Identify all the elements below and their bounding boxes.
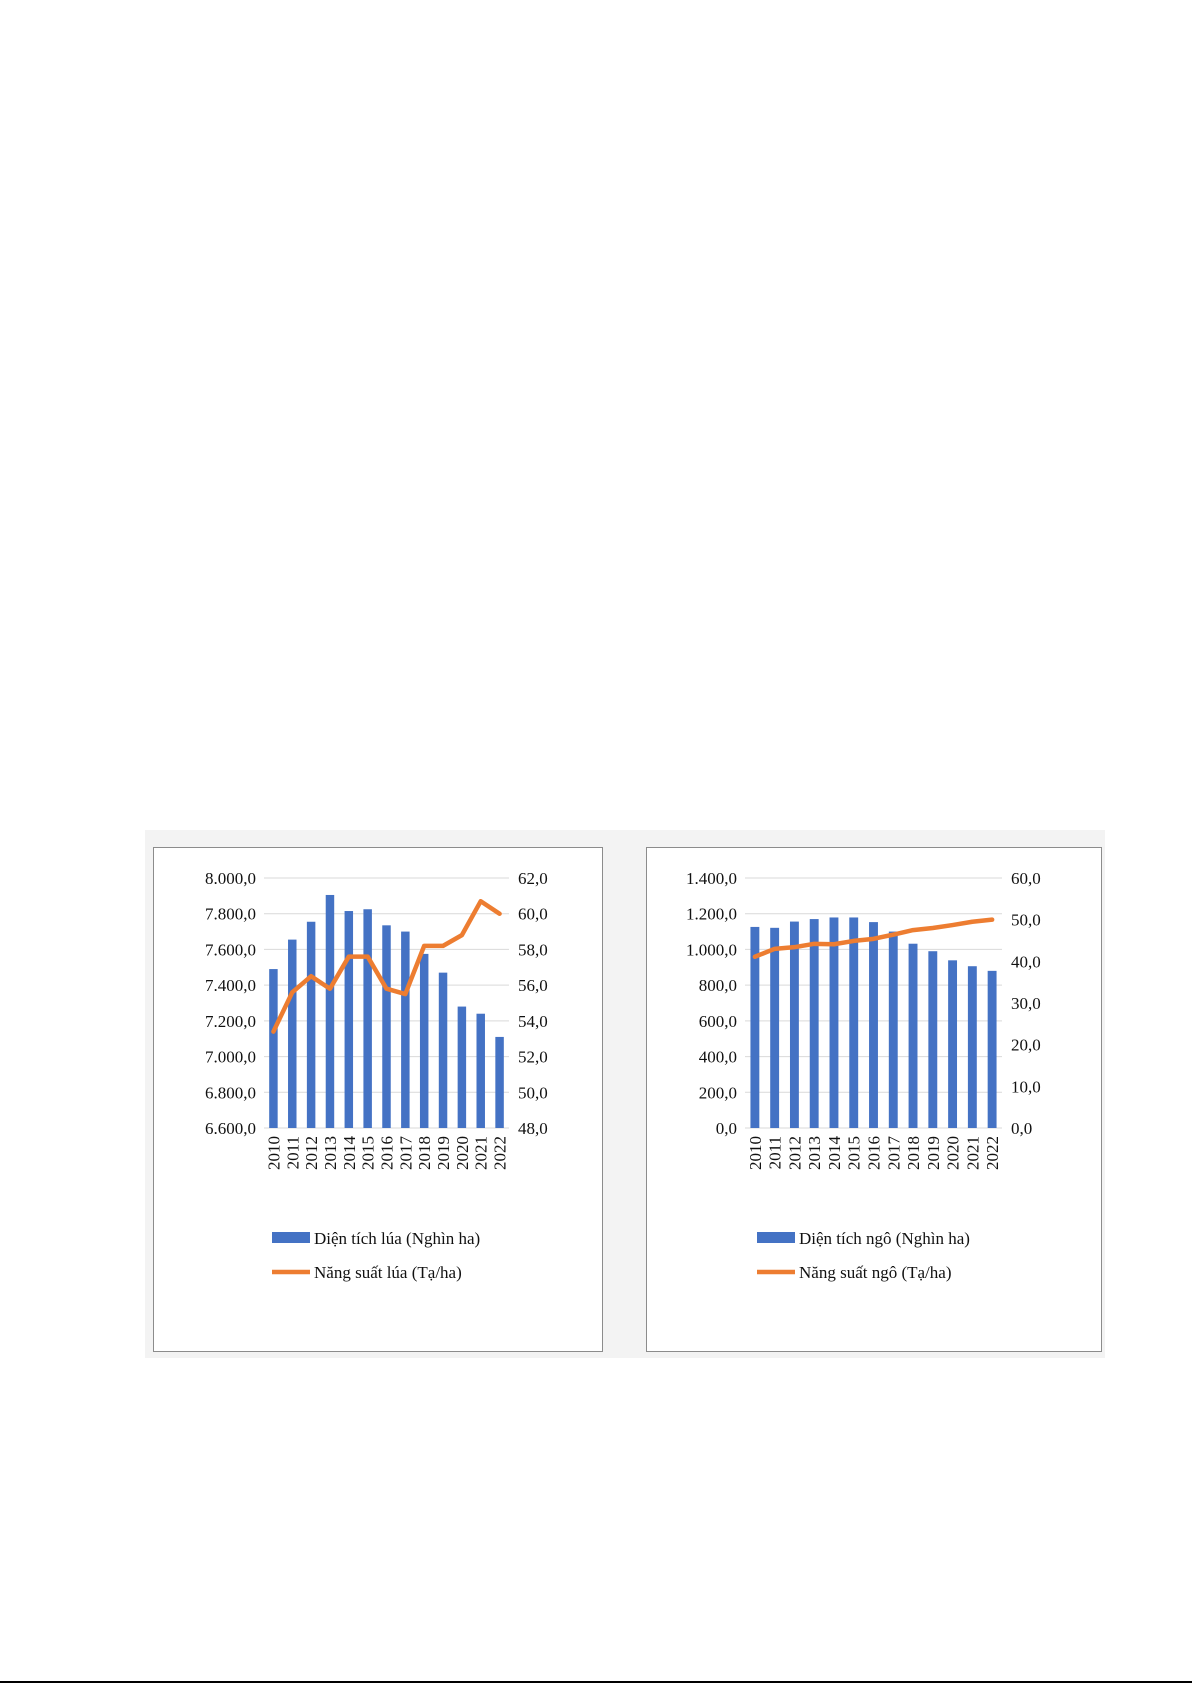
y-right-tick-label: 62,0	[518, 869, 548, 888]
bar	[770, 927, 780, 1128]
y-left-tick-label: 1.000,0	[686, 940, 737, 959]
x-tick-label: 2020	[944, 1136, 963, 1170]
x-tick-label: 2015	[359, 1136, 378, 1170]
y-right-tick-label: 54,0	[518, 1012, 548, 1031]
y-right-tick-label: 10,0	[1011, 1077, 1041, 1096]
y-right-tick-label: 20,0	[1011, 1036, 1041, 1055]
page-bottom-rule	[0, 1681, 1192, 1683]
bar	[987, 970, 997, 1128]
legend-label-line: Năng suất ngô (Tạ/ha)	[799, 1263, 951, 1282]
y-left-tick-label: 800,0	[699, 976, 737, 995]
bar	[306, 921, 316, 1128]
bar	[829, 917, 839, 1128]
bar	[438, 972, 448, 1128]
x-tick-label: 2011	[766, 1136, 785, 1169]
corn-chart-panel: 0,0 200,0 400,0 600,0 800,0 1.000,0 1.200,0 1.4…	[646, 847, 1102, 1352]
x-tick-label: 2018	[415, 1136, 434, 1170]
y-right-tick-label: 40,0	[1011, 952, 1041, 971]
y-left-tick-label: 7.400,0	[205, 976, 256, 995]
y-left-tick-label: 0,0	[716, 1119, 737, 1138]
bar	[495, 1036, 504, 1128]
x-tick-label: 2012	[785, 1136, 804, 1170]
x-tick-label: 2015	[845, 1136, 864, 1170]
x-tick-label: 2016	[378, 1136, 397, 1170]
y-left-tick-label: 8.000,0	[205, 869, 256, 888]
bar	[401, 931, 410, 1128]
y-left-tick-label: 6.600,0	[205, 1119, 256, 1138]
bar	[869, 922, 878, 1128]
y-right-tick-label: 48,0	[518, 1119, 548, 1138]
legend-label-line: Năng suất lúa (Tạ/ha)	[314, 1263, 462, 1282]
bar	[325, 894, 335, 1128]
bar	[363, 909, 372, 1128]
x-tick-label: 2021	[472, 1136, 491, 1170]
x-tick-label: 2012	[302, 1136, 321, 1170]
x-tick-label: 2022	[983, 1136, 1002, 1170]
y-left-tick-label: 7.800,0	[205, 905, 256, 924]
bar	[750, 926, 760, 1128]
bar	[269, 969, 278, 1128]
bar	[809, 919, 819, 1128]
y-left-tick-label: 600,0	[699, 1012, 737, 1031]
x-tick-label: 2016	[865, 1136, 884, 1170]
bar	[789, 921, 799, 1128]
y-right-tick-label: 50,0	[1011, 911, 1041, 930]
y-right-tick-label: 50,0	[518, 1083, 548, 1102]
x-tick-label: 2022	[491, 1136, 510, 1170]
y-left-tick-label: 1.200,0	[686, 905, 737, 924]
y-right-tick-label: 58,0	[518, 940, 548, 959]
y-right-tick-label: 60,0	[518, 905, 548, 924]
y-left-tick-label: 6.800,0	[205, 1083, 256, 1102]
y-left-tick-label: 1.400,0	[686, 869, 737, 888]
x-tick-label: 2013	[321, 1136, 340, 1170]
bar	[344, 911, 354, 1128]
x-tick-label: 2017	[396, 1136, 415, 1171]
legend-swatch-bar	[757, 1232, 795, 1243]
x-tick-label: 2014	[825, 1136, 844, 1171]
x-tick-label: 2010	[264, 1136, 283, 1170]
bar	[849, 917, 859, 1128]
x-tick-label: 2011	[283, 1136, 302, 1169]
y-right-tick-label: 60,0	[1011, 869, 1041, 888]
rice-chart-panel: 6.600,0 6.800,0 7.000,0 7.200,0 7.400,0 7.600…	[153, 847, 603, 1352]
x-tick-label: 2019	[924, 1136, 943, 1170]
x-tick-label: 2014	[340, 1136, 359, 1171]
y-left-tick-label: 7.000,0	[205, 1048, 256, 1067]
x-tick-label: 2019	[434, 1136, 453, 1170]
x-tick-label: 2010	[746, 1136, 765, 1170]
legend-label-bar: Diện tích lúa (Nghìn ha)	[314, 1229, 480, 1248]
rice-chart: 6.600,0 6.800,0 7.000,0 7.200,0 7.400,0 7.600…	[205, 869, 548, 1282]
bar	[967, 966, 977, 1128]
y-left-tick-label: 7.600,0	[205, 940, 256, 959]
bar	[928, 951, 938, 1128]
bar	[457, 1006, 467, 1128]
figure-container: 6.600,0 6.800,0 7.000,0 7.200,0 7.400,0 7.600…	[145, 830, 1105, 1358]
legend-label-bar: Diện tích ngô (Nghìn ha)	[799, 1229, 970, 1248]
y-right-tick-label: 52,0	[518, 1048, 548, 1067]
bar	[908, 943, 918, 1128]
y-left-tick-label: 200,0	[699, 1083, 737, 1102]
y-left-tick-label: 7.200,0	[205, 1012, 256, 1031]
x-tick-label: 2017	[884, 1136, 903, 1171]
bar	[288, 939, 297, 1128]
x-tick-label: 2021	[963, 1136, 982, 1170]
bar	[382, 925, 391, 1128]
bar	[888, 931, 898, 1128]
corn-chart: 0,0 200,0 400,0 600,0 800,0 1.000,0 1.200,0 1.4…	[686, 869, 1041, 1282]
y-right-tick-label: 30,0	[1011, 994, 1041, 1013]
x-tick-label: 2013	[805, 1136, 824, 1170]
bar	[476, 1013, 485, 1128]
bar	[419, 953, 429, 1128]
x-tick-label: 2020	[453, 1136, 472, 1170]
y-right-tick-label: 56,0	[518, 976, 548, 995]
legend-swatch-bar	[272, 1232, 310, 1243]
y-left-tick-label: 400,0	[699, 1048, 737, 1067]
bar	[948, 960, 958, 1128]
x-tick-label: 2018	[904, 1136, 923, 1170]
y-right-tick-label: 0,0	[1011, 1119, 1032, 1138]
